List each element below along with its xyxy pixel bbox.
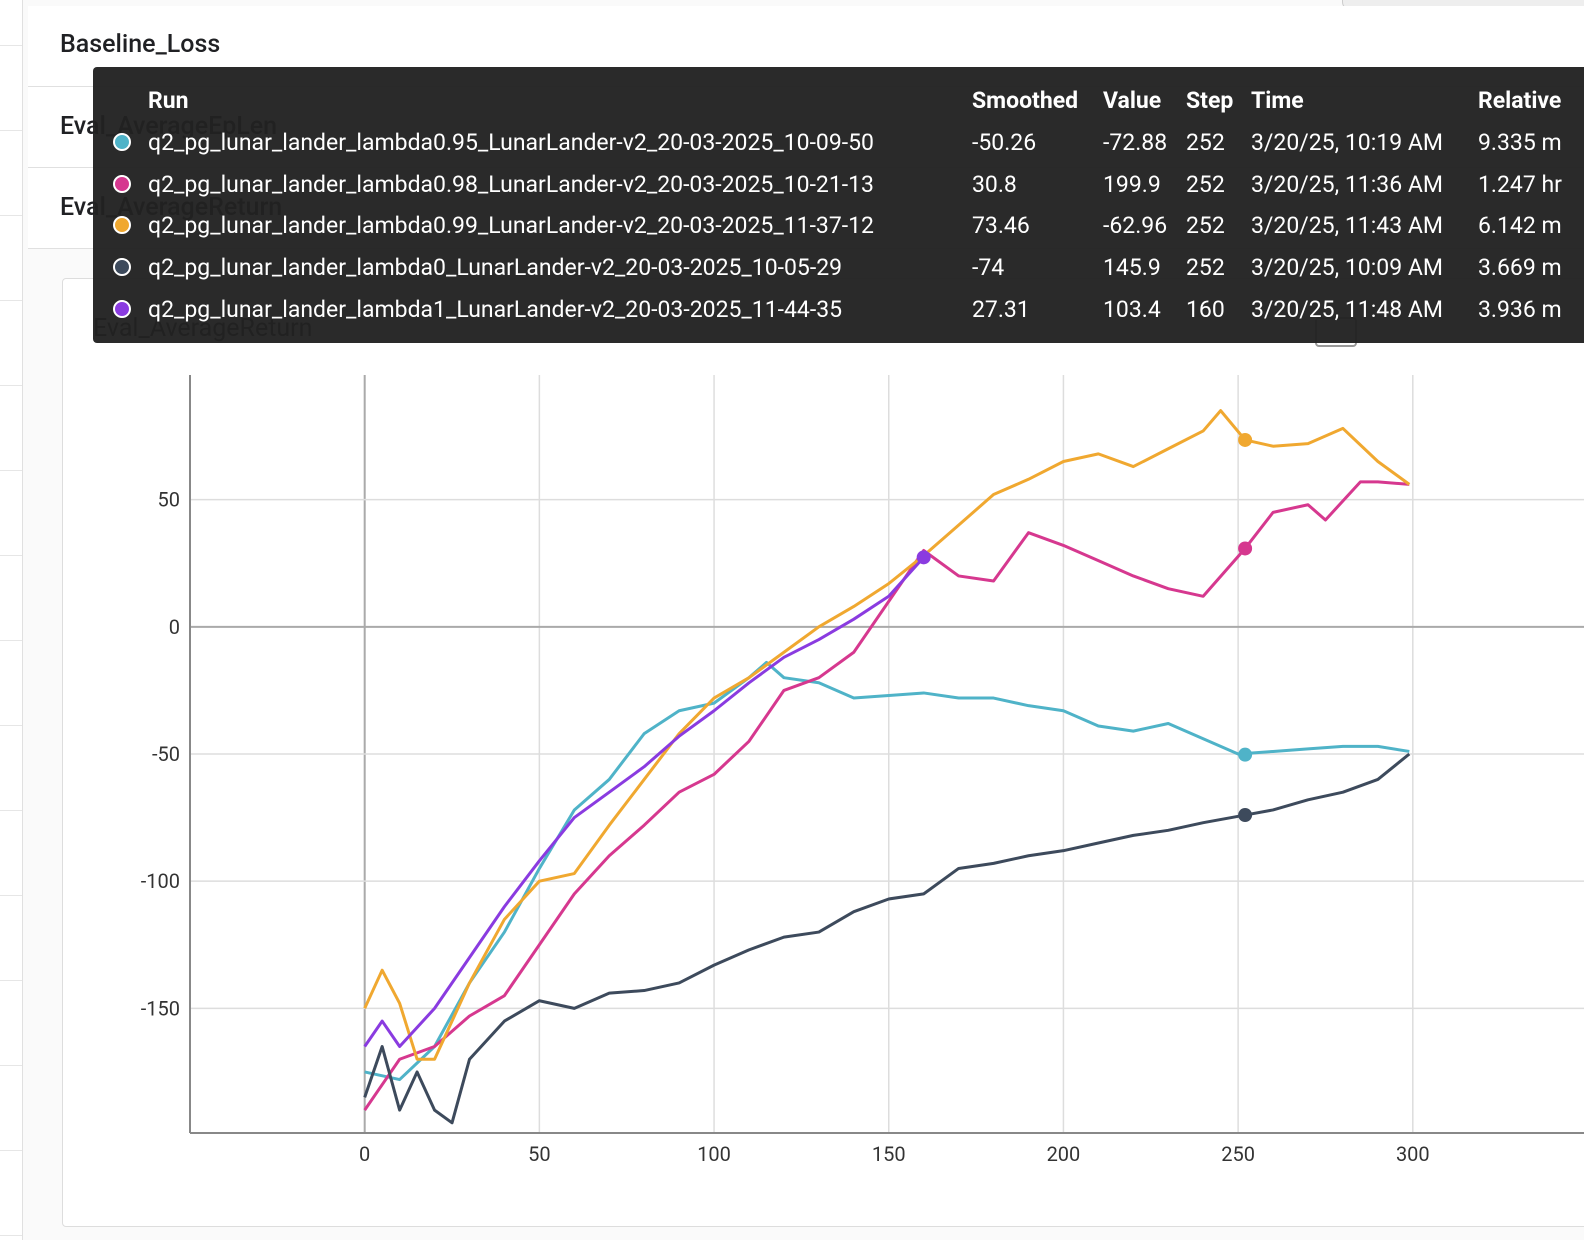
run-name: q2_pg_lunar_lander_lambda0_LunarLander-v… <box>148 254 843 282</box>
sidebar-divider <box>0 385 22 386</box>
series-line <box>363 409 1411 1061</box>
run-name: q2_pg_lunar_lander_lambda0.99_LunarLande… <box>148 212 874 240</box>
x-tick-label: 250 <box>1221 1142 1255 1166</box>
run-name: q2_pg_lunar_lander_lambda0.95_LunarLande… <box>148 129 874 156</box>
cell-time: 3/20/25, 11:48 AM <box>1251 295 1443 323</box>
x-tick-label: 200 <box>1047 1142 1081 1166</box>
sidebar-divider <box>0 640 22 641</box>
hover-marker <box>916 550 931 565</box>
series-line <box>363 556 925 1049</box>
sidebar-divider <box>0 300 22 301</box>
cell-relative: 3.669 m <box>1478 254 1562 282</box>
y-tick-label: 0 <box>169 615 180 639</box>
sidebar-divider <box>0 895 22 896</box>
y-tick-label: -150 <box>141 996 180 1020</box>
sidebar-divider <box>0 470 22 471</box>
cell-relative: 3.936 m <box>1478 295 1562 323</box>
y-tick-label: -50 <box>152 742 180 766</box>
cell-value: 103.4 <box>1103 295 1161 323</box>
sidebar <box>0 0 23 1240</box>
cell-step: 252 <box>1186 212 1225 240</box>
cell-time: 3/20/25, 11:43 AM <box>1251 212 1443 240</box>
cell-smoothed: 30.8 <box>972 170 1017 198</box>
cell-step: 252 <box>1186 170 1225 198</box>
cell-smoothed: -50.26 <box>972 129 1037 156</box>
cell-value: 145.9 <box>1103 254 1161 282</box>
series-line <box>364 660 1410 1082</box>
run-swatch <box>113 133 131 151</box>
y-tick-label: -100 <box>141 869 180 893</box>
y-tick-label: 50 <box>158 488 180 512</box>
cell-smoothed: -74 <box>972 254 1005 282</box>
run-swatch <box>113 174 131 193</box>
column-header: Value <box>1103 87 1162 114</box>
sidebar-divider <box>0 725 22 726</box>
cell-value: -72.88 <box>1103 129 1168 156</box>
cell-step: 160 <box>1186 295 1225 323</box>
cell-smoothed: 73.46 <box>972 212 1030 240</box>
x-tick-label: 150 <box>872 1142 906 1166</box>
sidebar-divider <box>0 130 22 131</box>
column-header: Run <box>148 87 189 114</box>
x-tick-label: 50 <box>528 1142 550 1166</box>
cell-time: 3/20/25, 10:09 AM <box>1251 254 1443 282</box>
cell-smoothed: 27.31 <box>972 295 1030 323</box>
hover-marker <box>1238 808 1253 823</box>
cell-step: 252 <box>1186 129 1225 156</box>
tooltip: Run Smoothed Value Step Time Relative q2_pg_lu… <box>93 67 1584 343</box>
hover-marker <box>1238 541 1253 556</box>
column-header: Time <box>1251 87 1304 114</box>
column-header: Step <box>1186 87 1234 114</box>
run-name: q2_pg_lunar_lander_lambda0.98_LunarLande… <box>148 170 874 198</box>
sidebar-divider <box>0 1065 22 1066</box>
series-line <box>363 480 1410 1111</box>
hover-marker <box>1238 747 1253 762</box>
column-header: Relative <box>1478 87 1562 114</box>
run-swatch <box>113 258 131 277</box>
cell-value: -62.96 <box>1103 212 1168 240</box>
cell-relative: 6.142 m <box>1478 212 1562 240</box>
sidebar-divider <box>0 810 22 811</box>
x-tick-label: 300 <box>1396 1142 1430 1166</box>
run-swatch <box>113 299 131 318</box>
chart-card <box>62 278 1584 1227</box>
cell-relative: 9.335 m <box>1478 129 1562 156</box>
x-tick-label: 0 <box>359 1142 370 1166</box>
sidebar-divider <box>0 215 22 216</box>
series-line <box>363 752 1411 1125</box>
run-swatch <box>113 216 131 235</box>
cell-step: 252 <box>1186 254 1225 282</box>
sidebar-divider <box>0 980 22 981</box>
run-name: q2_pg_lunar_lander_lambda1_LunarLander-v… <box>148 295 843 323</box>
card-title: Baseline_Loss <box>60 30 221 59</box>
hover-marker <box>1238 432 1253 447</box>
x-tick-label: 100 <box>697 1142 731 1166</box>
cell-relative: 1.247 hr <box>1478 170 1562 198</box>
sidebar-divider <box>0 45 22 46</box>
sidebar-divider <box>0 1235 22 1236</box>
sidebar-divider <box>0 1150 22 1151</box>
column-header: Smoothed <box>972 87 1079 114</box>
sidebar-divider <box>0 555 22 556</box>
cell-time: 3/20/25, 11:36 AM <box>1251 170 1443 198</box>
cell-time: 3/20/25, 10:19 AM <box>1251 129 1443 156</box>
cell-value: 199.9 <box>1103 170 1161 198</box>
